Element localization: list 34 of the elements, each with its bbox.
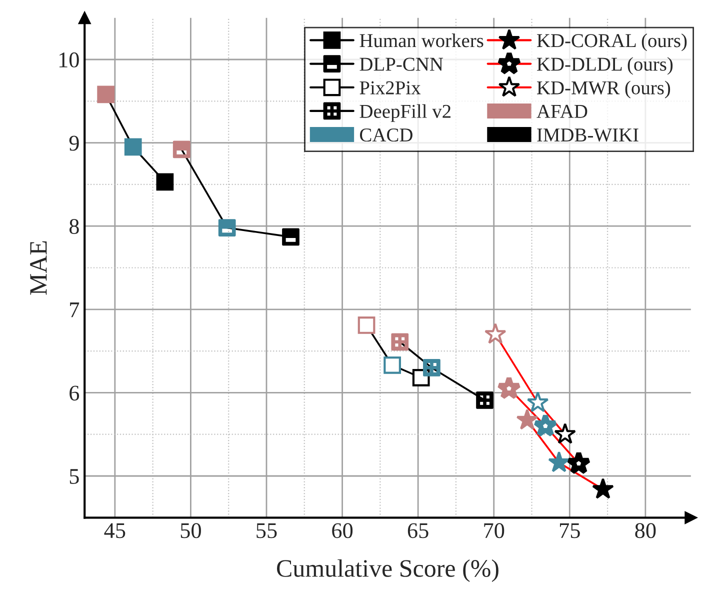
point bbox=[496, 376, 522, 400]
x-tick-label: 70 bbox=[484, 523, 504, 538]
legend-label: AFAD bbox=[536, 104, 588, 118]
y-tick-label: 8 bbox=[69, 219, 79, 234]
point bbox=[533, 413, 558, 437]
legend-label: KD-MWR (ours) bbox=[537, 80, 670, 98]
x-tick-label: 60 bbox=[332, 523, 353, 538]
x-tick-label: 55 bbox=[256, 523, 277, 538]
legend-label: KD-DLDL (ours) bbox=[537, 57, 673, 75]
legend-label: Human workers bbox=[360, 34, 484, 48]
x-tick-label: 45 bbox=[104, 523, 126, 538]
point bbox=[358, 316, 376, 334]
legend-label: KD-CORAL (ours) bbox=[537, 34, 687, 52]
legend-label: DeepFill v2 bbox=[360, 104, 450, 122]
x-tick-label: 75 bbox=[560, 523, 580, 538]
y-tick-label: 7 bbox=[70, 302, 80, 318]
legend-label: Pix2Pix bbox=[360, 81, 421, 94]
x-tick-label: 65 bbox=[408, 523, 428, 538]
x-tick-label: 80 bbox=[635, 523, 656, 538]
legend-label: IMDB-WIKI bbox=[537, 128, 638, 142]
point bbox=[526, 391, 549, 412]
point bbox=[484, 322, 506, 344]
y-tick-label: 10 bbox=[59, 52, 79, 68]
point bbox=[566, 450, 592, 474]
y-tick-label: 6 bbox=[70, 386, 80, 401]
x-tick-label: 50 bbox=[180, 523, 201, 538]
y-axis-title: MAE bbox=[30, 241, 47, 295]
point bbox=[384, 356, 401, 374]
y-tick-label: 9 bbox=[69, 136, 79, 151]
legend-label: CACD bbox=[360, 128, 412, 142]
x-axis-title: Cumulative Score (%) bbox=[277, 559, 498, 582]
legend-label: DLP-CNN bbox=[360, 58, 444, 71]
y-tick-label: 5 bbox=[70, 469, 79, 484]
point bbox=[554, 422, 576, 444]
